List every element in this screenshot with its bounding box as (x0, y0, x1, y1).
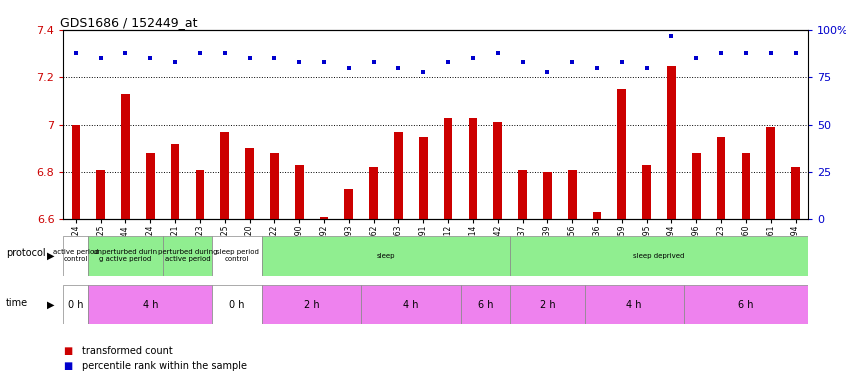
Bar (692, 153, 700, 219)
Bar (493, 122, 502, 219)
Point (267, 56, 281, 62)
Point (69, 50, 83, 56)
Point (94, 56, 107, 62)
Bar (519, 170, 527, 219)
Point (243, 56, 256, 62)
Bar (444, 118, 453, 219)
Point (342, 65, 355, 71)
Bar (162, 236, 212, 276)
Text: sleep: sleep (376, 253, 395, 259)
Bar (510, 236, 808, 276)
Bar (63, 285, 88, 324)
Point (615, 59, 629, 65)
Text: protocol: protocol (6, 248, 46, 258)
Bar (320, 217, 328, 219)
Bar (460, 285, 510, 324)
Point (168, 59, 182, 65)
Bar (543, 172, 552, 219)
Bar (270, 153, 278, 219)
Point (591, 65, 604, 71)
Bar (742, 153, 750, 219)
Point (541, 69, 554, 75)
Point (293, 59, 306, 65)
Bar (171, 144, 179, 219)
Bar (510, 285, 585, 324)
Bar (72, 124, 80, 219)
Point (466, 56, 480, 62)
Text: transformed count: transformed count (82, 346, 173, 355)
Text: ■: ■ (63, 361, 73, 370)
Point (565, 59, 579, 65)
Bar (212, 236, 262, 276)
Point (392, 65, 405, 71)
Bar (766, 127, 775, 219)
Text: sleep deprived: sleep deprived (634, 253, 684, 259)
Bar (121, 94, 129, 219)
Bar (262, 285, 361, 324)
Text: time: time (6, 298, 28, 308)
Point (442, 59, 455, 65)
Point (144, 56, 157, 62)
Bar (568, 170, 576, 219)
Text: 2 h: 2 h (304, 300, 320, 310)
Bar (344, 189, 353, 219)
Bar (221, 132, 229, 219)
Bar (667, 66, 676, 219)
Point (416, 69, 430, 75)
Bar (419, 136, 427, 219)
Bar (245, 148, 254, 219)
Bar (585, 285, 684, 324)
Point (788, 50, 802, 56)
Bar (88, 236, 162, 276)
Bar (212, 285, 262, 324)
Bar (642, 165, 651, 219)
Text: 6 h: 6 h (739, 300, 754, 310)
Text: 0 h: 0 h (69, 300, 84, 310)
Bar (469, 118, 477, 219)
Text: active period
control: active period control (53, 249, 99, 262)
Bar (361, 285, 460, 324)
Bar (370, 167, 378, 219)
Bar (717, 136, 725, 219)
Point (367, 59, 381, 65)
Point (640, 65, 653, 71)
Text: GDS1686 / 152449_at: GDS1686 / 152449_at (60, 16, 197, 29)
Bar (63, 236, 88, 276)
Point (218, 50, 232, 56)
Bar (295, 165, 304, 219)
Point (193, 50, 206, 56)
Text: 0 h: 0 h (229, 300, 244, 310)
Bar (791, 167, 799, 219)
Text: ■: ■ (63, 346, 73, 355)
Bar (593, 212, 602, 219)
Text: 4 h: 4 h (404, 300, 419, 310)
Bar (394, 132, 403, 219)
Text: sleep period
control: sleep period control (216, 249, 259, 262)
Point (516, 59, 530, 65)
Text: unperturbed durin
g active period: unperturbed durin g active period (93, 249, 157, 262)
Point (118, 50, 132, 56)
Text: 4 h: 4 h (143, 300, 158, 310)
Bar (684, 285, 808, 324)
Text: 2 h: 2 h (540, 300, 555, 310)
Point (689, 56, 703, 62)
Point (764, 50, 777, 56)
Text: perturbed during
active period: perturbed during active period (158, 249, 217, 262)
Text: percentile rank within the sample: percentile rank within the sample (82, 361, 247, 370)
Text: ▶: ▶ (47, 251, 54, 261)
Point (491, 50, 504, 56)
Bar (618, 89, 626, 219)
Bar (146, 153, 155, 219)
Bar (96, 170, 105, 219)
Bar (262, 236, 510, 276)
Text: 6 h: 6 h (478, 300, 493, 310)
Point (714, 50, 728, 56)
Bar (88, 285, 212, 324)
Text: 4 h: 4 h (627, 300, 642, 310)
Point (665, 33, 678, 39)
Bar (195, 170, 204, 219)
Text: ▶: ▶ (47, 300, 54, 310)
Point (317, 59, 331, 65)
Point (739, 50, 753, 56)
